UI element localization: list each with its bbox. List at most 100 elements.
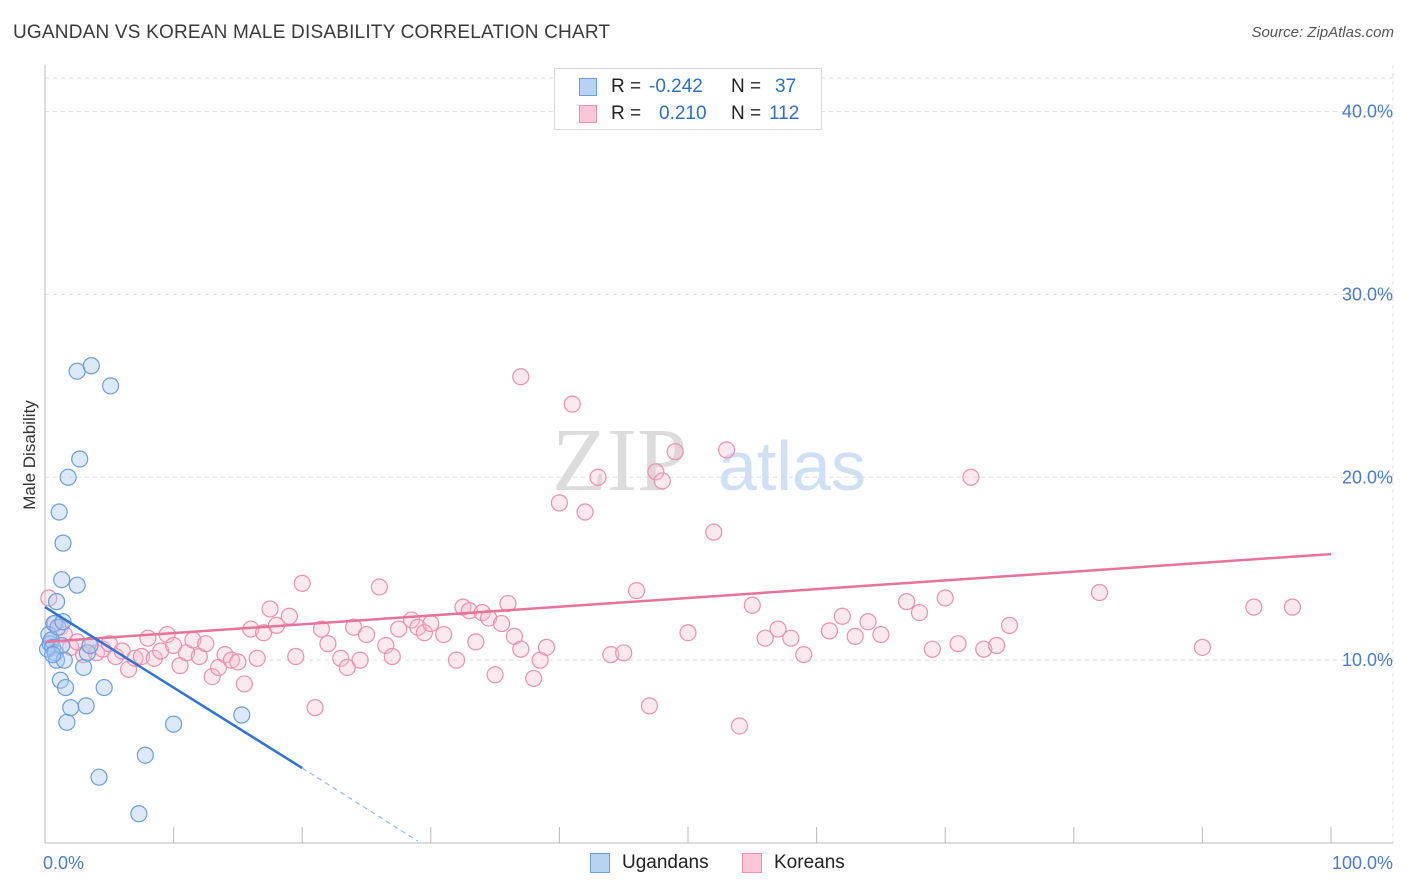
ugandan-swatch (579, 78, 597, 96)
korean-point (447, 651, 466, 669)
korean-point (512, 640, 530, 658)
ugandan-point (62, 699, 80, 717)
korean-point (525, 669, 543, 688)
ugandan-point (81, 636, 99, 655)
korean-trend-line (44, 552, 1332, 644)
korean-point (255, 624, 273, 642)
korean-point (949, 635, 967, 653)
korean-point (743, 596, 761, 614)
ugandan-point (165, 715, 183, 733)
korean-point (756, 629, 774, 647)
ugandan-point (233, 706, 251, 724)
ugandan-point (59, 468, 77, 486)
korean-point (390, 620, 408, 638)
ugandan-point (44, 646, 62, 664)
correlation-legend: R = -0.242 N = 37 R = 0.210 N = 112 (554, 68, 822, 130)
korean-point (345, 618, 363, 636)
korean-point (1090, 583, 1109, 602)
korean-point (666, 443, 684, 461)
korean-point (602, 646, 620, 664)
ugandan-point (50, 503, 68, 521)
legend-item-label: Koreans (774, 852, 845, 873)
ugandan-point (53, 571, 71, 589)
ugandan-point (130, 805, 148, 823)
korean-point (563, 395, 581, 413)
ugandan-point (71, 450, 89, 468)
korean-point (988, 636, 1006, 655)
ugandan-point (74, 658, 93, 677)
ugandan-point (54, 534, 72, 552)
legend-r-label: R = (611, 103, 642, 124)
korean-point (377, 636, 395, 655)
ugandan-points (38, 357, 251, 823)
korean-point (492, 614, 511, 633)
korean-point (782, 629, 800, 647)
tick-labels: 10.0% 20.0% 30.0% 40.0% 0.0% 100.0% (43, 102, 1393, 873)
korean-point (152, 642, 170, 660)
korean-point (679, 624, 697, 642)
korean-point (769, 620, 787, 638)
korean-point (512, 368, 530, 386)
korean-point (1283, 598, 1302, 616)
korean-point (312, 620, 331, 638)
korean-point (338, 658, 356, 677)
korean-point (467, 633, 485, 651)
korean-point (435, 625, 453, 644)
chart-title: UGANDAN VS KOREAN MALE DISABILITY CORREL… (13, 22, 611, 43)
legend-r-value: 0.210 (659, 103, 707, 124)
y-tick-label: 40.0% (1342, 102, 1393, 122)
korean-swatch (742, 853, 762, 873)
korean-point (795, 646, 813, 664)
korean-point (132, 647, 151, 666)
grid-lines (45, 65, 1394, 843)
y-tick-label: 10.0% (1342, 650, 1393, 670)
korean-point (846, 627, 864, 645)
korean-point (486, 666, 504, 684)
korean-point (460, 602, 478, 620)
korean-point (119, 660, 138, 678)
legend-n-label: N = (731, 103, 762, 124)
x-tick-label: 100.0% (1332, 853, 1393, 873)
legend-r-label: R = (611, 76, 642, 97)
korean-point (537, 638, 556, 656)
korean-points (40, 368, 1302, 735)
ugandan-point (47, 593, 66, 611)
korean-point (357, 625, 376, 644)
korean-point (165, 636, 183, 655)
korean-point (229, 653, 247, 671)
legend-r-value: -0.242 (649, 76, 703, 97)
korean-point (936, 589, 954, 607)
y-axis-label: Male Disability (20, 400, 39, 510)
korean-point (293, 574, 311, 592)
korean-point (730, 717, 749, 735)
korean-point (910, 603, 929, 622)
korean-point (833, 607, 851, 625)
korean-point (261, 600, 279, 618)
korean-point (222, 651, 241, 669)
korean-point (235, 675, 253, 693)
ugandan-point (54, 613, 72, 631)
korean-point (550, 494, 569, 512)
korean-point (1245, 598, 1263, 616)
ugandan-point (82, 357, 100, 375)
korean-point (640, 697, 659, 715)
legend-n-value: 37 (775, 76, 797, 97)
korean-point (576, 503, 594, 521)
korean-point (415, 624, 433, 642)
korean-point (647, 463, 665, 481)
legend-n-label: N = (731, 76, 762, 97)
korean-point (898, 593, 916, 611)
axes (44, 65, 1393, 844)
ugandan-trend-extension (301, 767, 419, 842)
trend-lines (44, 552, 1332, 842)
korean-point (139, 629, 157, 647)
y-tick-label: 20.0% (1342, 467, 1393, 487)
korean-point (197, 635, 215, 653)
korean-point (203, 667, 221, 686)
ugandan-point (77, 697, 95, 715)
chart-source: Source: ZipAtlas.com (1251, 24, 1394, 41)
korean-point (332, 649, 350, 667)
korean-point (422, 614, 440, 633)
korean-point (975, 640, 993, 658)
